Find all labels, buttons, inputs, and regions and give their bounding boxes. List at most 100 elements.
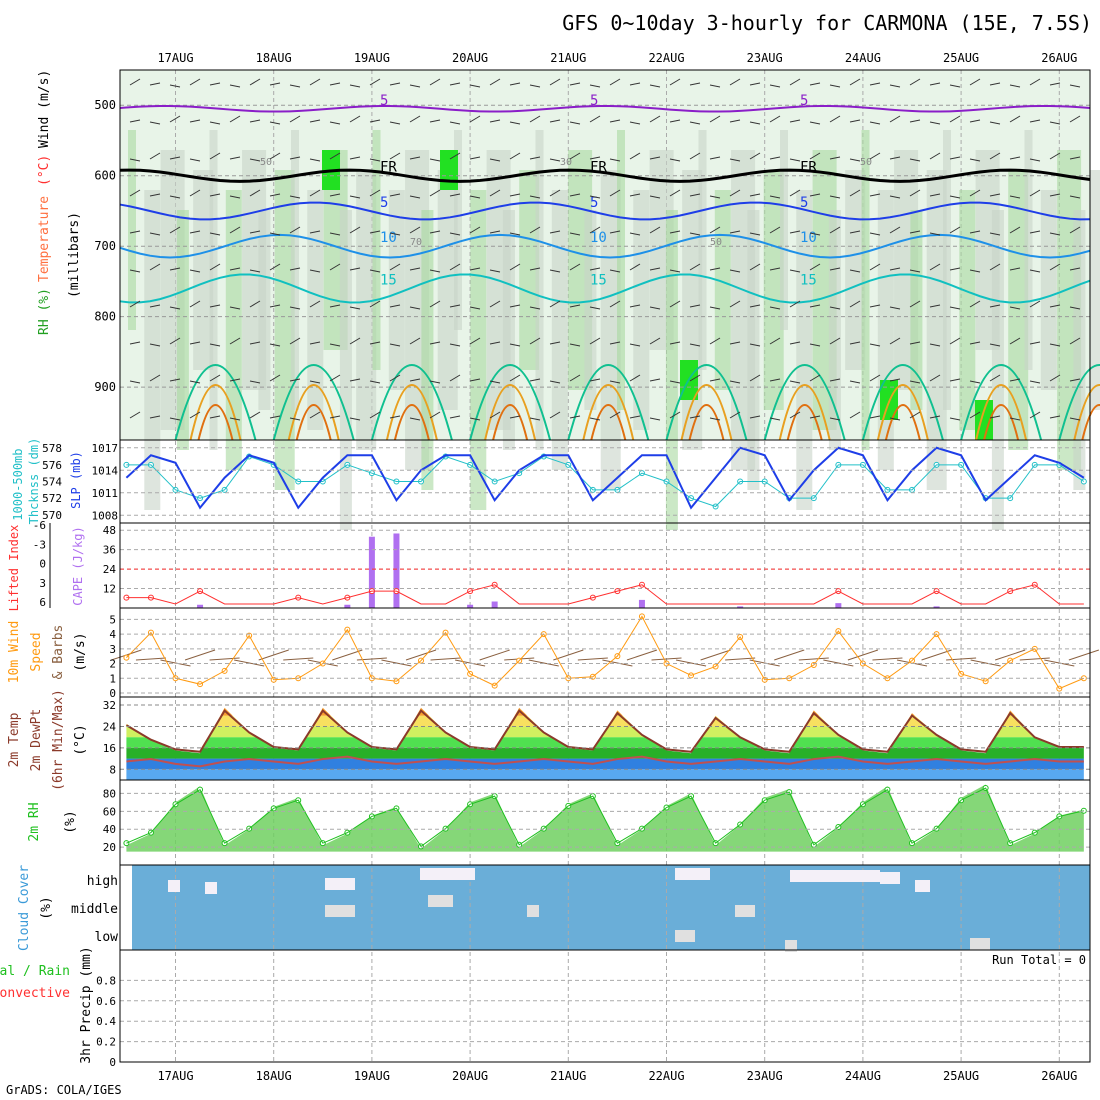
wind-barb: [869, 343, 881, 347]
wind-barb: [649, 226, 661, 234]
wind-barb: [929, 304, 941, 308]
wind-barb: [629, 82, 641, 86]
rh-shade: [1024, 130, 1033, 370]
wind-barb: [389, 193, 401, 197]
isotherm-line: [119, 168, 1091, 183]
wind-barb: [269, 343, 281, 347]
li-ylabel: Lifted Index: [7, 525, 21, 612]
day-label-top: 20AUG: [452, 51, 488, 65]
wind-barb: [1069, 417, 1081, 421]
wind-barb: [849, 230, 861, 234]
wind-barb-10m: [725, 657, 756, 661]
cloud-mid-low-block: [735, 905, 755, 917]
wind-barb: [949, 115, 961, 123]
wind-barb: [229, 267, 241, 271]
wind-barb: [829, 267, 841, 271]
wind-barb: [709, 226, 721, 234]
temp-line: [125, 709, 1084, 753]
wind-barb: [709, 84, 721, 88]
isotherm-label: 5: [800, 195, 808, 211]
wind-barb: [929, 82, 941, 86]
wind-barb: [229, 84, 241, 88]
wind-barb: [449, 193, 461, 197]
wind-barb: [969, 341, 981, 345]
wind-tick: 3: [109, 643, 116, 656]
wind-ylabel: Speed: [29, 632, 44, 671]
wind-barb: [649, 267, 661, 271]
wind-barb: [1069, 267, 1081, 271]
wind-barb: [769, 378, 781, 382]
wind-barb: [829, 84, 841, 88]
wind-barb: [489, 158, 501, 162]
wind-barb: [129, 341, 141, 345]
rh-tick: 60: [103, 805, 116, 818]
wind-barb: [989, 121, 1001, 125]
wind-tick: 5: [109, 613, 116, 626]
wind-barb: [229, 156, 241, 160]
wind-barb: [929, 121, 941, 125]
rh-shade: [519, 170, 540, 370]
wind-barb: [509, 304, 521, 308]
wind-barb: [629, 121, 641, 125]
wind-barb: [209, 415, 221, 419]
wind-barb: [1029, 411, 1041, 419]
temp-tick: 8: [109, 763, 116, 776]
wind-barb: [449, 263, 461, 271]
wind-barb: [309, 119, 321, 123]
wind-barb-10m: [675, 659, 707, 667]
cloud-high-block: [880, 872, 900, 884]
temp-band: [126, 758, 1084, 770]
cloud-high-block: [168, 880, 180, 892]
wind-barb: [209, 193, 221, 197]
wind-barb: [189, 300, 201, 308]
wind-barb: [589, 417, 601, 421]
wind-barb: [589, 156, 601, 160]
wind-barb: [589, 267, 601, 271]
cape-bar: [638, 599, 645, 608]
wind-barb: [529, 156, 541, 160]
slp-tick: 1017: [92, 442, 119, 455]
wind-barb: [449, 232, 461, 236]
wind-barb: [769, 306, 781, 310]
wind-barb: [749, 343, 761, 347]
wind-barb: [289, 337, 301, 345]
wind-barb: [169, 306, 181, 310]
day-label-top: 21AUG: [550, 51, 586, 65]
boundary-layer-isotherm: [582, 384, 635, 441]
wind-barb: [229, 306, 241, 310]
wind-barb: [969, 119, 981, 123]
rh-contour-label: 70: [410, 237, 422, 248]
wind-barb: [429, 380, 441, 384]
wind-barb: [269, 263, 281, 271]
rh-ylabel: 2m RH: [27, 802, 42, 841]
wind-barb: [329, 263, 341, 271]
rh-shade: [339, 210, 352, 530]
wind-barb: [669, 269, 681, 273]
day-label-top: 19AUG: [354, 51, 390, 65]
wind-barb: [1029, 341, 1041, 345]
wind-barb: [189, 189, 201, 197]
wind-barb: [369, 269, 381, 273]
boundary-layer-isotherm: [983, 404, 1020, 441]
wind-barb: [489, 380, 501, 384]
wind-barb: [609, 269, 621, 273]
wind-barb: [249, 189, 261, 197]
wind-barb: [209, 374, 221, 382]
wind-barb: [249, 269, 261, 273]
cloud-mid-low-block: [527, 905, 539, 917]
dewpoint-line: [126, 755, 1084, 768]
wind-barb: [549, 269, 561, 273]
wind-barb: [269, 193, 281, 197]
wind-barb: [949, 84, 961, 88]
wind-barb: [609, 380, 621, 384]
wind-barb: [709, 267, 721, 271]
wind-barb: [349, 84, 361, 88]
cloud-high-block: [790, 870, 880, 882]
wind-barb: [1069, 306, 1081, 310]
wind-barb: [989, 82, 1001, 86]
wind-barb: [609, 341, 621, 345]
rh-shade: [698, 130, 707, 370]
wind-barb: [169, 267, 181, 271]
wind-barb: [909, 341, 921, 345]
rh-shade: [959, 190, 976, 430]
